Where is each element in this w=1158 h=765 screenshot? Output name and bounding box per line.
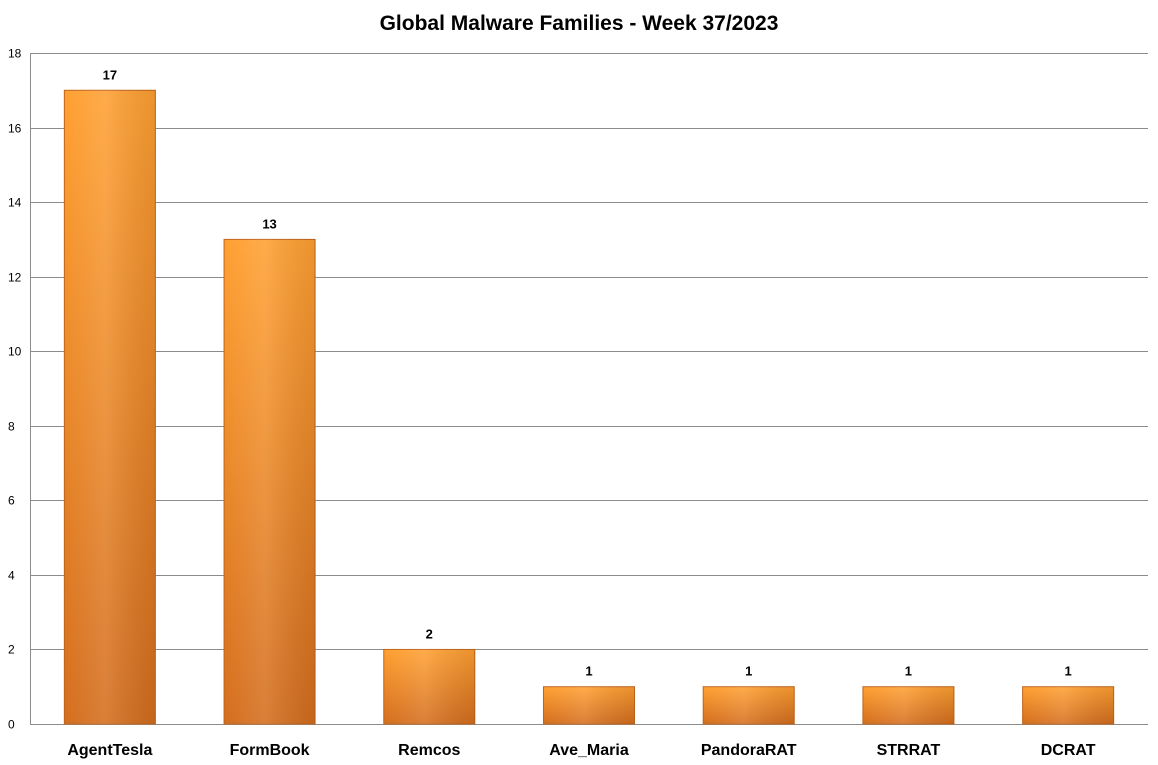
data-label: 1	[585, 664, 592, 679]
gridlines	[30, 53, 1148, 725]
data-label: 1	[745, 664, 752, 679]
y-tick-label: 4	[8, 569, 15, 583]
bar-sheen	[862, 686, 954, 724]
bar-sheen	[1022, 686, 1114, 724]
y-tick-label: 12	[8, 271, 22, 285]
x-tick-label: DCRAT	[1041, 742, 1096, 759]
x-tick-label: PandoraRAT	[701, 742, 797, 759]
y-tick-label: 8	[8, 420, 15, 434]
x-axis-ticks: AgentTesla FormBook Remcos Ave_Maria Pandora…	[67, 742, 1095, 759]
bar-sheen	[224, 239, 316, 724]
data-label: 1	[905, 664, 912, 679]
bar-sheen	[543, 686, 635, 724]
data-label: 1	[1065, 664, 1072, 679]
bar-sheen	[64, 90, 156, 725]
y-tick-label: 18	[8, 47, 22, 61]
y-tick-label: 14	[8, 196, 22, 210]
data-label: 2	[426, 626, 433, 641]
x-tick-label: Ave_Maria	[549, 742, 629, 759]
y-tick-label: 16	[8, 122, 22, 136]
x-tick-label: STRRAT	[877, 742, 941, 759]
chart-title: Global Malware Families - Week 37/2023	[380, 12, 779, 35]
y-tick-label: 6	[8, 494, 15, 508]
data-labels: 17 13 2 1 1 1 1	[103, 67, 1072, 678]
bar-sheen	[703, 686, 795, 724]
data-label: 17	[103, 67, 117, 82]
y-tick-label: 2	[8, 643, 15, 657]
bar-sheen	[383, 649, 475, 724]
x-tick-label: Remcos	[398, 742, 460, 759]
data-label: 13	[262, 216, 276, 231]
y-tick-label: 0	[8, 718, 15, 732]
x-tick-label: AgentTesla	[67, 742, 152, 759]
y-axis-ticks: 0 2 4 6 8 10 12 14 16 18	[8, 47, 22, 732]
y-tick-label: 10	[8, 345, 22, 359]
bars	[63, 89, 1115, 725]
x-tick-label: FormBook	[230, 742, 310, 759]
